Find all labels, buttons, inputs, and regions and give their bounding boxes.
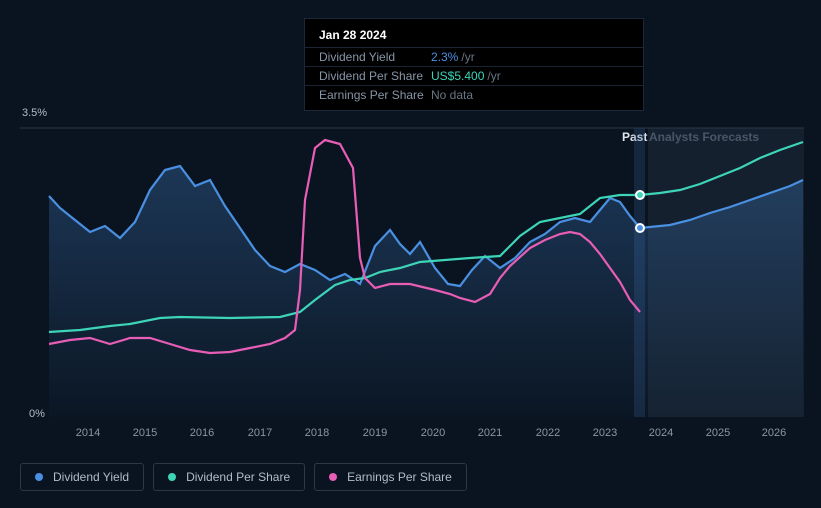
chart-legend: Dividend Yield Dividend Per Share Earnings… bbox=[20, 463, 467, 491]
tooltip-unit: /yr bbox=[461, 50, 474, 64]
tooltip-unit: /yr bbox=[487, 69, 500, 83]
legend-label: Earnings Per Share bbox=[347, 470, 452, 484]
legend-dot-icon bbox=[35, 473, 43, 481]
dividend-yield-area bbox=[49, 166, 803, 417]
tooltip-value: 2.3% bbox=[431, 50, 458, 64]
legend-dot-icon bbox=[329, 473, 337, 481]
legend-item[interactable]: Dividend Per Share bbox=[153, 463, 305, 491]
tooltip-date: Jan 28 2024 bbox=[305, 25, 643, 47]
legend-item[interactable]: Earnings Per Share bbox=[314, 463, 467, 491]
tooltip-value: US$5.400 bbox=[431, 69, 484, 83]
tooltip-label: Earnings Per Share bbox=[319, 88, 431, 102]
tooltip-row: Dividend Yield2.3%/yr bbox=[305, 47, 643, 66]
chart-tooltip: Jan 28 2024 Dividend Yield2.3%/yrDividen… bbox=[304, 18, 644, 111]
legend-label: Dividend Yield bbox=[53, 470, 129, 484]
tooltip-label: Dividend Per Share bbox=[319, 69, 431, 83]
tooltip-row: Dividend Per ShareUS$5.400/yr bbox=[305, 66, 643, 85]
dividend-per-share-marker bbox=[635, 190, 645, 200]
legend-label: Dividend Per Share bbox=[186, 470, 290, 484]
tooltip-row: Earnings Per ShareNo data bbox=[305, 85, 643, 104]
dividend-yield-marker bbox=[635, 223, 645, 233]
tooltip-label: Dividend Yield bbox=[319, 50, 431, 64]
tooltip-value: No data bbox=[431, 88, 473, 102]
legend-dot-icon bbox=[168, 473, 176, 481]
legend-item[interactable]: Dividend Yield bbox=[20, 463, 144, 491]
